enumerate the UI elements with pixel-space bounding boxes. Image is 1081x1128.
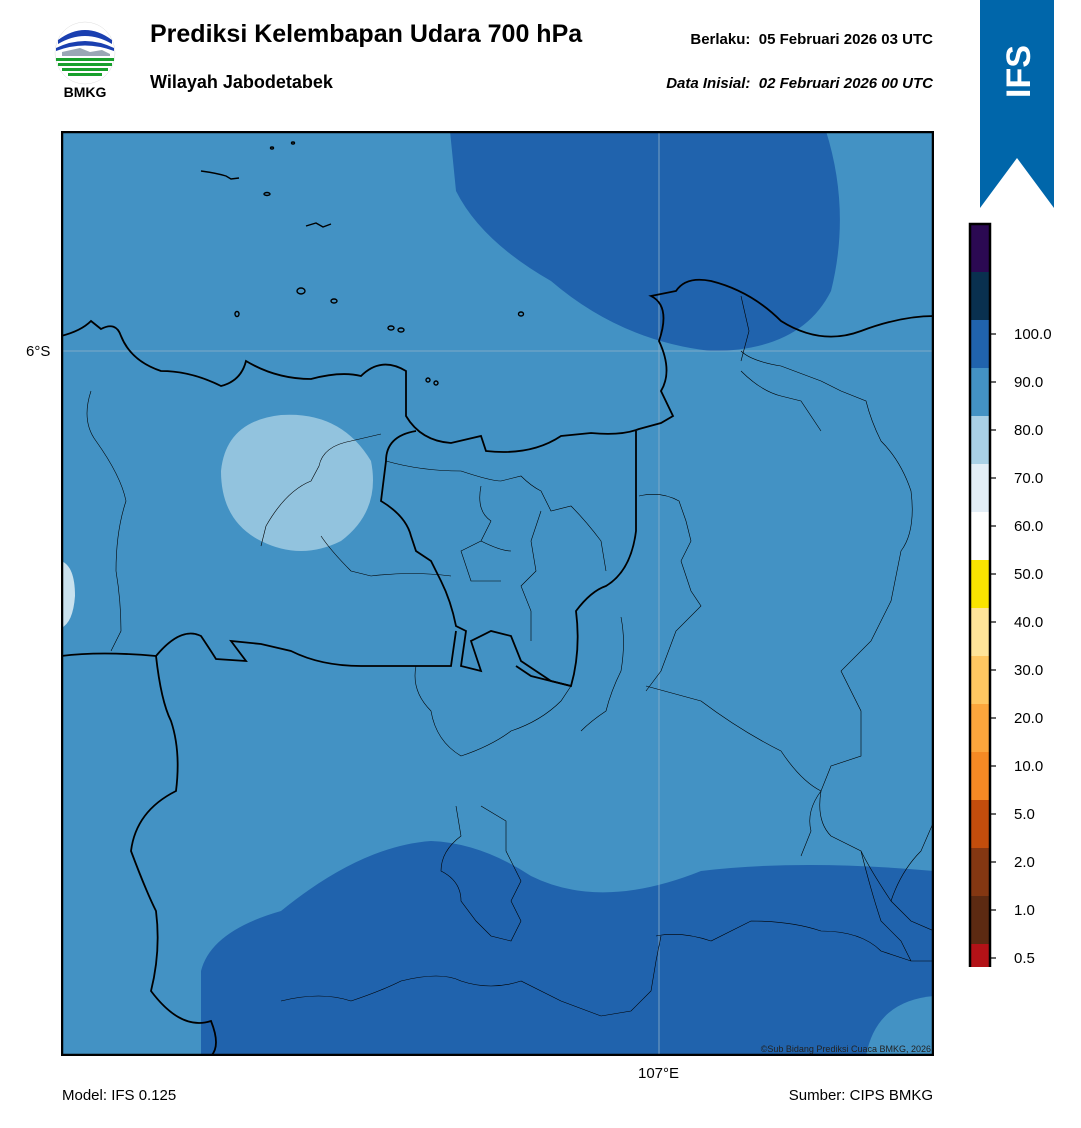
colorbar: 0.00.51.02.05.010.020.030.040.050.060.07… <box>968 222 1052 967</box>
map-frame <box>61 131 934 1056</box>
colorbar-frame <box>968 222 992 967</box>
colorbar-tick-label: 10.0 <box>1014 758 1043 775</box>
colorbar-tick-label: 70.0 <box>1014 470 1043 487</box>
bmkg-emblem-icon <box>54 21 116 85</box>
colorbar-bin <box>970 320 990 368</box>
colorbar-bin <box>970 608 990 656</box>
colorbar-bin <box>970 272 990 320</box>
colorbar-tick-label: 20.0 <box>1014 710 1043 727</box>
colorbar-tick-label: 5.0 <box>1014 806 1035 823</box>
map-title: Prediksi Kelembapan Udara 700 hPa <box>150 20 583 48</box>
colorbar-bin <box>970 944 990 967</box>
colorbar-tick-label: 1.0 <box>1014 902 1035 919</box>
humidity-band-80-90-north <box>450 131 840 351</box>
valid-time-value: 05 Februari 2026 03 UTC <box>758 31 933 48</box>
init-time-value: 02 Februari 2026 00 UTC <box>758 75 933 92</box>
colorbar-bin <box>970 224 990 272</box>
init-time-label: Data Inisial: <box>666 75 751 92</box>
humidity-band-50-60 <box>61 561 75 628</box>
humidity-band-80-90-south <box>201 841 934 1056</box>
colorbar-bin <box>970 800 990 848</box>
colorbar-bin <box>970 560 990 608</box>
init-time: Data Inisial: 02 Februari 2026 00 UTC <box>666 75 933 92</box>
longitude-label: 107°E <box>638 1065 680 1082</box>
colorbar-bin <box>970 752 990 800</box>
colorbar-bin <box>970 368 990 416</box>
district-borders <box>86 295 934 1017</box>
colorbar-bin <box>970 848 990 896</box>
colorbar-tick-label: 40.0 <box>1014 614 1043 631</box>
colorbar-bin <box>970 656 990 704</box>
model-label: Model: IFS 0.125 <box>62 1087 177 1104</box>
valid-time: Berlaku: 05 Februari 2026 03 UTC <box>690 31 933 48</box>
humidity-map <box>61 131 934 1056</box>
latitude-label: 6°S <box>26 343 51 360</box>
colorbar-tick-label: 100.0 <box>1014 326 1052 343</box>
colorbar-bin <box>970 416 990 464</box>
humidity-band-70-80-corner <box>866 996 934 1056</box>
province-borders <box>61 430 637 1056</box>
colorbar-bin <box>970 704 990 752</box>
ifs-ribbon-label: IFS <box>1000 45 1038 98</box>
colorbar-bin <box>970 512 990 560</box>
map-subtitle: Wilayah Jabodetabek <box>150 72 333 92</box>
colorbar-tick-label: 90.0 <box>1014 374 1043 391</box>
bmkg-logo <box>50 18 120 102</box>
colorbar-tick-label: 50.0 <box>1014 566 1043 583</box>
source-label: Sumber: CIPS BMKG <box>788 1087 933 1104</box>
colorbar-tick-label: 30.0 <box>1014 662 1043 679</box>
coastline <box>61 278 934 453</box>
colorbar-bin <box>970 464 990 512</box>
valid-time-label: Berlaku: <box>690 31 751 48</box>
ifs-ribbon-text: IFS <box>1000 45 1038 98</box>
map-copyright: ©Sub Bidang Prediksi Cuaca BMKG, 2026 <box>760 1044 931 1054</box>
thousand-islands <box>200 141 525 386</box>
colorbar-tick-label: 80.0 <box>1014 422 1043 439</box>
colorbar-tick-label: 60.0 <box>1014 518 1043 535</box>
humidity-band-60-70 <box>221 414 373 551</box>
colorbar-tick-label: 0.5 <box>1014 950 1035 967</box>
colorbar-tick-label: 2.0 <box>1014 854 1035 871</box>
colorbar-bin <box>970 896 990 944</box>
ifs-ribbon <box>980 0 1054 208</box>
bmkg-logo-text: BMKG <box>63 84 107 100</box>
